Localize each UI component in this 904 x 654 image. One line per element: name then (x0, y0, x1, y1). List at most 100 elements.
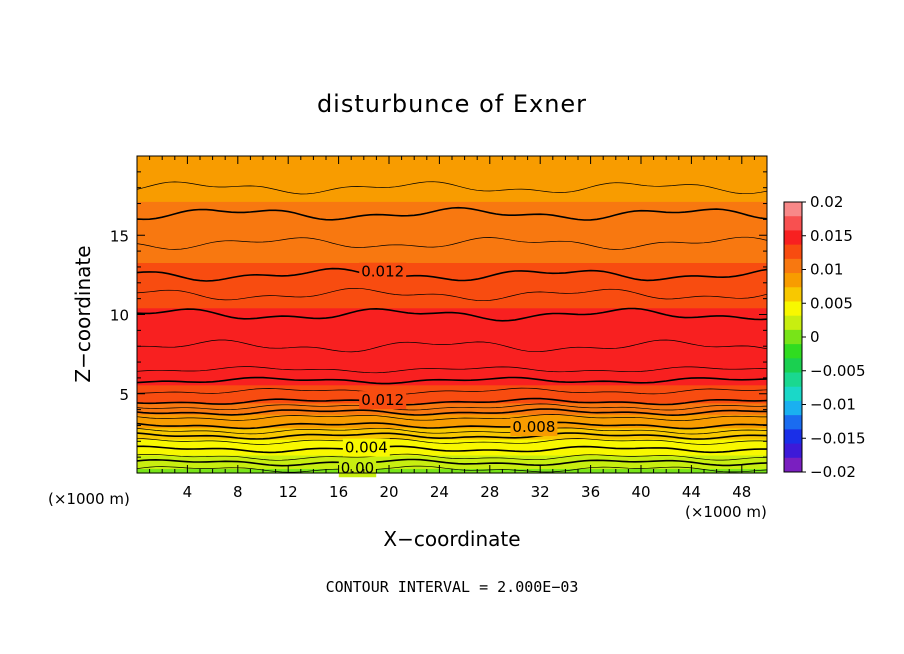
contour-band-strip (137, 391, 767, 395)
contour-band-strip (137, 174, 767, 177)
contour-band-strip (137, 434, 767, 438)
contour-band-strip (137, 459, 767, 463)
contour-band-strip (137, 368, 767, 372)
contour-band-strip (137, 439, 767, 442)
colorbar-swatch (784, 372, 802, 388)
colorbar-swatch (784, 287, 802, 302)
contour-band-strip (137, 185, 767, 189)
contour-band-strip (137, 210, 767, 214)
contour-band-strip (137, 382, 767, 386)
contour-line (136, 437, 768, 445)
colorbar-swatch (784, 315, 802, 331)
contour-band-strip (137, 294, 767, 297)
colorbar-tick-label: 0.005 (810, 294, 853, 312)
contour-band-strip (137, 305, 767, 309)
contour-band-strip (137, 359, 767, 363)
contour-line (136, 397, 768, 406)
contour-band-strip (137, 266, 767, 270)
contour-band-strip (137, 463, 767, 467)
contour-band-strip (137, 257, 767, 261)
contour-band-strip (137, 330, 767, 334)
contour-line (136, 376, 768, 385)
colorbar-swatch (784, 216, 802, 231)
contour-band-strip (137, 296, 767, 300)
chart-title: disturbunce of Exner (317, 90, 587, 118)
contour-band-strip (137, 325, 767, 329)
contour-band-strip (137, 285, 767, 288)
contour-band-strip (137, 226, 767, 230)
colorbar-swatch (784, 400, 802, 416)
contour-line (136, 181, 768, 195)
contour-band-strip (137, 194, 767, 198)
contour-line (136, 387, 768, 395)
colorbar-tick-label: −0.01 (810, 396, 856, 414)
colorbar-tick-label: 0.015 (810, 227, 853, 245)
contour-band-strip (137, 405, 767, 408)
contour-band-strip (137, 273, 767, 277)
contour-label: 0.004 (345, 439, 388, 457)
colorbar-swatch (784, 329, 802, 345)
contour-band-strip (137, 445, 767, 449)
contour-band-strip (137, 414, 767, 417)
contour-band-strip (137, 223, 767, 227)
contour-band-strip (137, 300, 767, 304)
contour-label: 0.00 (341, 459, 374, 477)
contour-band-strip (137, 398, 767, 402)
colorbar-swatch (784, 301, 802, 317)
contour-band-strip (137, 282, 767, 286)
contour-band-strip (137, 384, 767, 388)
contour-band-strip (137, 355, 767, 359)
contour-band-strip (137, 298, 767, 302)
x-tick-label: 48 (732, 483, 751, 501)
x-tick-label: 24 (430, 483, 449, 501)
contour-band-strip (137, 352, 767, 356)
contour-band-strip (137, 316, 767, 320)
contour-line (136, 408, 768, 417)
contour-band-strip (137, 409, 767, 413)
contour-band-strip (137, 375, 767, 379)
contour-band-strip (137, 269, 767, 273)
colorbar-swatch (784, 244, 802, 260)
colorbar-swatch (784, 344, 802, 359)
contour-band-strip (137, 187, 767, 191)
contour-interval-footer: CONTOUR INTERVAL = 2.000E−03 (326, 578, 579, 596)
contour-line (136, 206, 768, 221)
contour-band-strip (137, 350, 767, 354)
contour-band-strip (137, 189, 767, 193)
contour-bands (137, 156, 767, 474)
contour-band-strip (137, 386, 767, 390)
contour-band-strip (137, 407, 767, 411)
contour-band-strip (137, 246, 767, 250)
contour-band-strip (137, 260, 767, 264)
contour-band-strip (137, 423, 767, 427)
contour-band-strip (137, 366, 767, 370)
x-axis-ticks: 4 8 12 16 20 24 28 32 36 40 44 48 (149, 156, 755, 501)
contour-band-strip (137, 348, 767, 352)
contour-band-strip (137, 219, 767, 223)
contour-line (136, 267, 768, 282)
contour-band-strip (137, 291, 767, 295)
contour-band-strip (137, 393, 767, 397)
contour-band-strip (137, 420, 767, 424)
contour-band-strip (137, 165, 767, 168)
contour-band-strip (137, 448, 767, 451)
contour-band-strip (137, 312, 767, 316)
contour-band-strip (137, 402, 767, 406)
contour-band-strip (137, 239, 767, 243)
contour-line (136, 432, 768, 440)
y-tick-label: 5 (119, 386, 129, 404)
contour-band-strip (137, 255, 767, 259)
x-tick-label: 36 (581, 483, 600, 501)
contour-band-strip (137, 432, 767, 436)
contour-band-strip (137, 244, 767, 248)
contour-band-strip (137, 309, 767, 313)
colorbar-swatch (784, 258, 802, 274)
contour-band-strip (137, 396, 767, 399)
contour-band-strip (137, 262, 767, 266)
colorbar-tick-label: 0 (810, 328, 820, 346)
contour-band-strip (137, 319, 767, 322)
contour-line (136, 366, 768, 374)
contour-band-strip (137, 362, 767, 365)
colorbar-tick-label: 0.01 (810, 261, 843, 279)
contour-band-strip (137, 221, 767, 225)
